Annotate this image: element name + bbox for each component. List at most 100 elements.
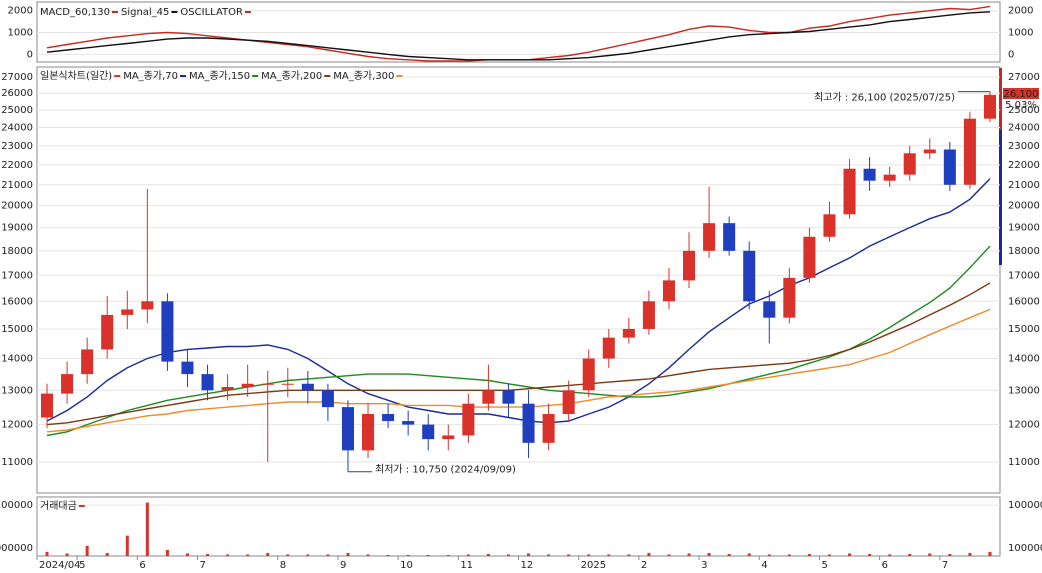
change-label: 5.03% [1005, 100, 1037, 111]
y-tick-label-left: 24000 [1, 123, 33, 134]
volume-bar [868, 553, 872, 556]
y-tick-label-right: 17000 [1008, 270, 1040, 281]
volume-bar [346, 552, 350, 556]
x-tick-label: 6 [139, 560, 145, 571]
y-tick-label-right: 21000 [1008, 180, 1040, 191]
y-tick-label-left: 100000 [0, 500, 33, 511]
candle-body [81, 349, 94, 375]
y-tick-label-left: 13000 [1, 385, 33, 396]
volume-bar [888, 554, 892, 556]
volume-bar [908, 553, 912, 556]
volume-bar [246, 554, 250, 556]
volume-bar [988, 551, 992, 556]
ma-line [46, 282, 991, 426]
candle-body [502, 390, 515, 404]
y-tick-label-right: 13000 [1008, 385, 1040, 396]
x-tick-label: 7 [200, 560, 206, 571]
legend-label: MA_종가,300 [333, 70, 394, 82]
volume-bar [406, 554, 410, 556]
y-tick-label-right: 27000 [1008, 72, 1040, 83]
candle-body [723, 223, 736, 251]
candle-body [61, 374, 74, 394]
x-tick-label: 4 [761, 560, 767, 571]
candle-body [422, 424, 435, 440]
volume-bar [747, 553, 751, 556]
legend-label: OSCILLATOR [180, 7, 243, 18]
candle-body [883, 174, 896, 181]
y-tick-label-left: 1000 [8, 28, 33, 39]
y-tick-label-left: 23000 [1, 141, 33, 152]
ma-line [46, 11, 991, 61]
x-tick-label: 7 [942, 560, 948, 571]
macd-panel [36, 1, 1001, 63]
candle-body [843, 168, 856, 215]
candle-body [402, 421, 415, 425]
volume-bar [45, 551, 49, 556]
volume-bar [928, 553, 932, 556]
x-tick-label: 6 [882, 560, 888, 571]
candle-body [141, 301, 154, 310]
candle-body [622, 328, 635, 338]
volume-bar [506, 554, 510, 556]
volume-bar [727, 553, 731, 556]
candle-body [763, 301, 776, 318]
y-tick-label-right: 19000 [1008, 223, 1040, 234]
candle-body [602, 337, 615, 359]
volume-bar [366, 554, 370, 556]
y-tick-label-right: 23000 [1008, 141, 1040, 152]
volume-bar [145, 502, 149, 556]
y-tick-label-right: 20000 [1008, 201, 1040, 212]
volume-bar [968, 552, 972, 556]
y-tick-label-left: 17000 [1, 270, 33, 281]
unit-label-left: 1000000 [0, 543, 33, 554]
volume-bar [587, 554, 591, 556]
x-tick-label: 9 [340, 560, 346, 571]
volume-bar [426, 554, 430, 556]
candle-body [703, 223, 716, 251]
volume-bar [185, 553, 189, 556]
candle-body [321, 390, 334, 408]
volume-bar [567, 554, 571, 556]
candle-body [161, 301, 174, 362]
y-tick-label-right: 12000 [1008, 420, 1040, 431]
volume-bar [547, 554, 551, 556]
x-tick-label: 11 [460, 560, 473, 571]
candle-body [261, 383, 274, 385]
y-tick-label-left: 22000 [1, 160, 33, 171]
volume-bar [446, 554, 450, 556]
volume-bar [948, 553, 952, 556]
y-tick-label-right: 1000 [1008, 28, 1033, 39]
volume-bar [627, 554, 631, 556]
candle-body [482, 390, 495, 404]
y-tick-label-left: 14000 [1, 354, 33, 365]
candle-body [662, 280, 675, 302]
candle-body [462, 403, 475, 436]
candle-body [241, 383, 254, 388]
y-tick-label-right: 100000 [1008, 500, 1042, 511]
volume-bar [206, 553, 210, 556]
y-tick-label-right: 22000 [1008, 160, 1040, 171]
legend-label: 일본식차트(일간) [40, 70, 112, 82]
y-tick-label-right: 2000 [1008, 6, 1033, 17]
x-tick-label: 8 [280, 560, 286, 571]
y-tick-label-left: 0 [27, 49, 33, 60]
volume-bar [286, 554, 290, 556]
y-tick-label-left: 12000 [1, 420, 33, 431]
x-tick-label: 2024/04 [39, 560, 81, 571]
candle-body [823, 214, 836, 237]
ma-line [46, 245, 991, 437]
candle-body [562, 390, 575, 415]
candle-body [903, 153, 916, 175]
x-tick-label: 2025 [581, 560, 606, 571]
candle-body [963, 118, 976, 185]
volume-bar [266, 552, 270, 556]
candle-body [803, 236, 816, 278]
y-tick-label-left: 26000 [1, 88, 33, 99]
candle-body [863, 168, 876, 181]
candle-body [582, 358, 595, 391]
y-tick-label-right: 24000 [1008, 123, 1040, 134]
unit-label-right: 1000000 [1008, 543, 1042, 554]
x-tick-label: 10 [400, 560, 413, 571]
volume-bar [65, 553, 69, 556]
